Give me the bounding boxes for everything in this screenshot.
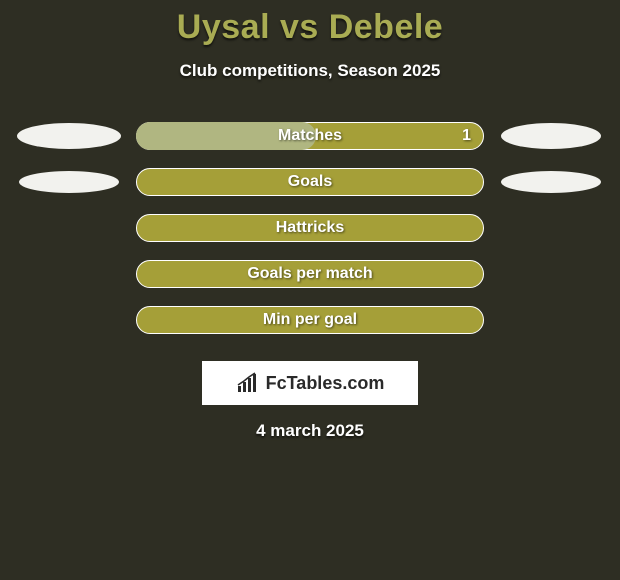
left-ellipse-slot (8, 159, 130, 205)
stat-bar-wrap: Matches 1 (136, 121, 484, 151)
stat-label: Min per goal (263, 311, 357, 329)
chart-bars-icon (236, 372, 262, 394)
stats-rows: Matches 1 Goals Hattricks Goals per match Min… (0, 113, 620, 343)
right-ellipse-slot (490, 159, 612, 205)
page-subtitle: Club competitions, Season 2025 (0, 61, 620, 81)
stat-bar: Hattricks (136, 214, 484, 242)
player-ellipse-right (501, 123, 601, 149)
stat-row: Min per goal (8, 297, 612, 343)
stat-row: Matches 1 (8, 113, 612, 159)
page-title: Uysal vs Debele (0, 0, 620, 47)
right-ellipse-slot (490, 113, 612, 159)
stat-value-right: 1 (462, 127, 471, 145)
stat-bar: Matches 1 (136, 122, 484, 150)
stat-row: Goals (8, 159, 612, 205)
stat-bar-wrap: Goals (136, 167, 484, 197)
brand-badge[interactable]: FcTables.com (202, 361, 418, 405)
stat-bar: Min per goal (136, 306, 484, 334)
left-ellipse-slot (8, 297, 130, 343)
brand-text: FcTables.com (266, 373, 385, 394)
stat-bar: Goals per match (136, 260, 484, 288)
stat-bar-wrap: Min per goal (136, 305, 484, 335)
left-ellipse-slot (8, 205, 130, 251)
stat-row: Hattricks (8, 205, 612, 251)
stat-bar-wrap: Goals per match (136, 259, 484, 289)
left-ellipse-slot (8, 251, 130, 297)
stat-row: Goals per match (8, 251, 612, 297)
stat-label: Goals (288, 173, 332, 191)
right-ellipse-slot (490, 297, 612, 343)
player-ellipse-right (501, 171, 601, 193)
stat-label: Hattricks (276, 219, 344, 237)
right-ellipse-slot (490, 251, 612, 297)
player-ellipse-left (19, 171, 119, 193)
right-ellipse-slot (490, 205, 612, 251)
stat-label: Goals per match (247, 265, 372, 283)
footer-date: 4 march 2025 (0, 421, 620, 441)
stat-label: Matches (278, 127, 342, 145)
left-ellipse-slot (8, 113, 130, 159)
player-ellipse-left (17, 123, 121, 149)
stat-bar: Goals (136, 168, 484, 196)
stat-bar-wrap: Hattricks (136, 213, 484, 243)
